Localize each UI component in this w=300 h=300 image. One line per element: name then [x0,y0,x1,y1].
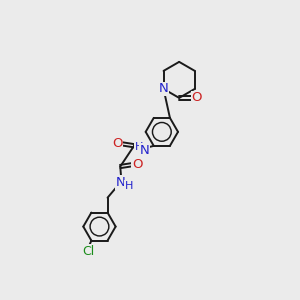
Text: O: O [192,92,202,104]
Text: Cl: Cl [82,245,95,258]
Text: N: N [159,82,168,95]
Text: N: N [116,176,125,189]
Text: H: H [125,181,133,191]
Text: O: O [112,137,122,150]
Text: O: O [132,158,142,171]
Text: H: H [135,142,143,152]
Text: N: N [140,144,149,157]
